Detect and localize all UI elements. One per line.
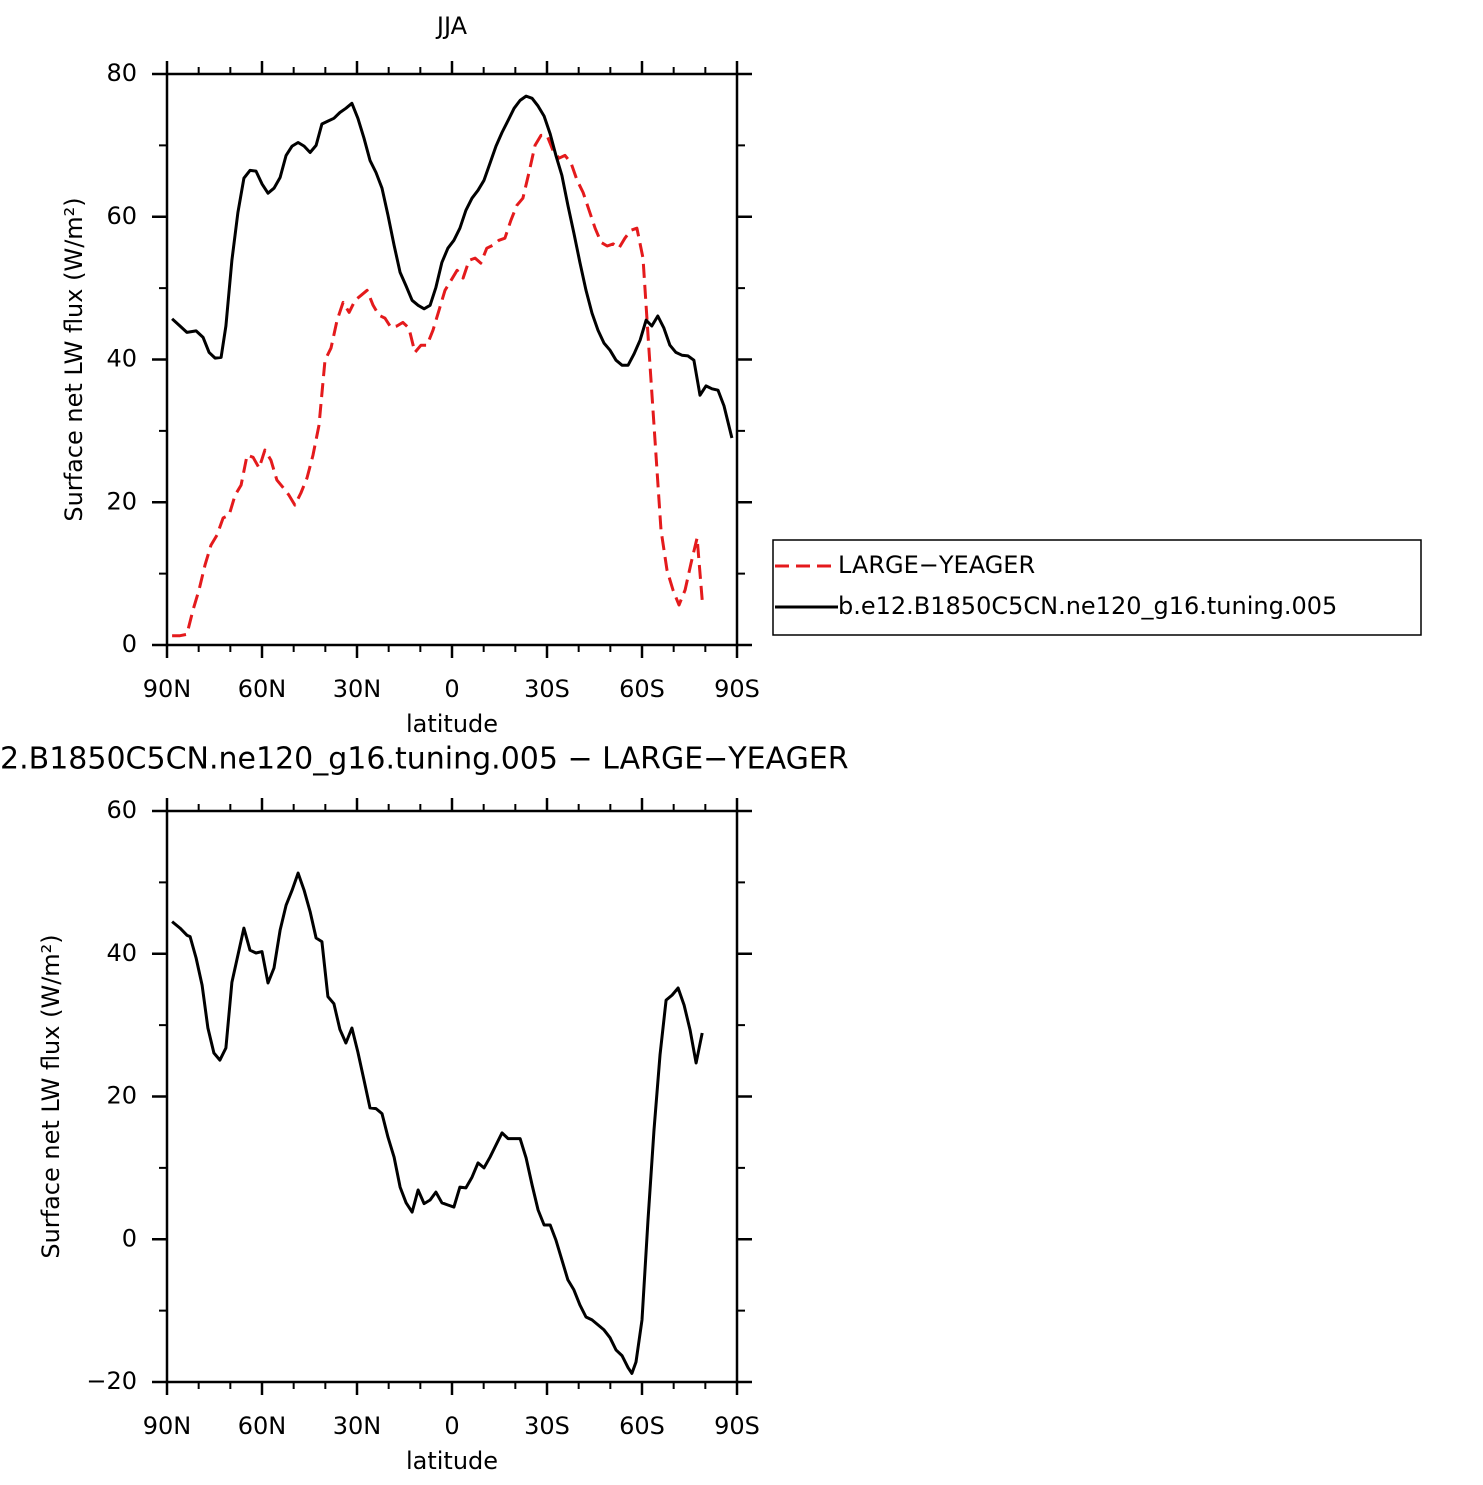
x-tick-label: 30S [524,1412,570,1440]
x-tick-label: 90S [714,1412,760,1440]
plot-frame [165,72,739,647]
x-tick-label: 30S [524,675,570,703]
legend-label: b.e12.B1850C5CN.ne120_g16.tuning.005 [838,592,1337,620]
x-tick-label: 60N [238,675,287,703]
y-tick-label: 40 [106,939,137,967]
x-tick-label: 60S [619,1412,665,1440]
legend-box [772,539,1422,636]
x-tick-label: 0 [444,1412,459,1440]
y-tick-label: 80 [106,59,137,87]
legend: LARGE−YEAGER b.e12.B1850C5CN.ne120_g16.tu… [772,539,1422,636]
y-tick-label: 60 [106,796,137,824]
x-tick-label: 0 [444,675,459,703]
y-tick-label: 0 [122,630,137,658]
x-tick-label: 90S [714,675,760,703]
y-axis-label: Surface net LW flux (W/m²) [60,197,88,521]
x-tick-label: 90N [143,1412,192,1440]
x-tick-label: 60N [238,1412,287,1440]
x-tick-label: 60S [619,675,665,703]
chart-title: JJA [435,12,468,40]
y-tick-label: 0 [122,1224,137,1252]
y-tick-label: 40 [106,345,137,373]
y-tick-label: 20 [106,1082,137,1110]
data-line [171,871,704,1375]
legend-label: LARGE−YEAGER [838,551,1035,579]
y-tick-label: −20 [86,1367,137,1395]
x-tick-label: 30N [333,675,382,703]
x-axis-label: latitude [406,710,498,738]
chart-title: 2.B1850C5CN.ne120_g16.tuning.005 − LARGE… [0,742,849,777]
data-line [171,94,734,439]
y-tick-label: 60 [106,202,137,230]
data-line [172,133,704,638]
x-axis-label: latitude [406,1447,498,1475]
y-tick-label: 20 [106,487,137,515]
x-tick-label: 90N [143,675,192,703]
x-tick-label: 30N [333,1412,382,1440]
plot-frame [165,809,739,1384]
y-axis-label: Surface net LW flux (W/m²) [37,934,65,1258]
